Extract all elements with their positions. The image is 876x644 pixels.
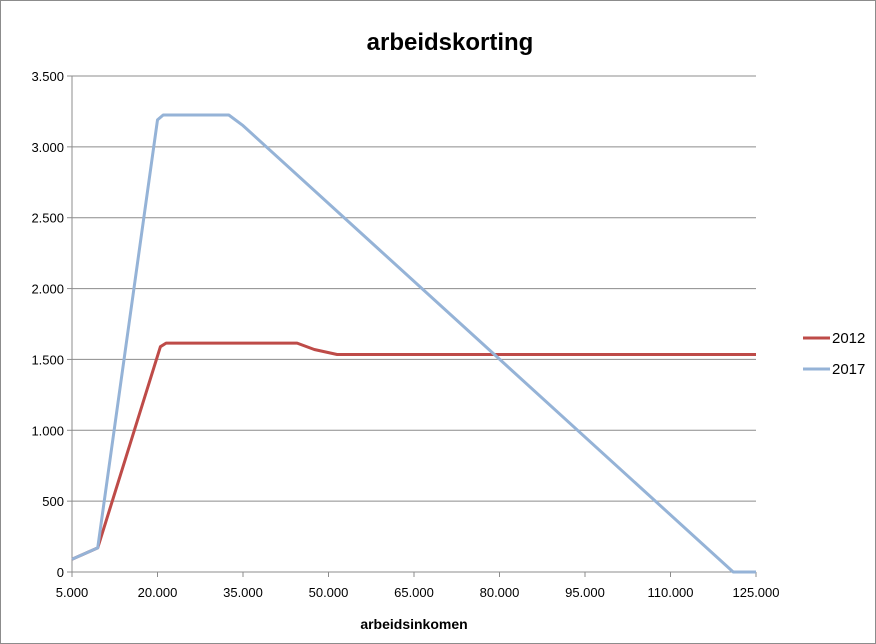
legend: 2012 2017 <box>803 330 865 378</box>
y-tick-label: 1.000 <box>31 423 64 438</box>
legend-label-2017: 2017 <box>832 361 865 378</box>
x-axis-label: arbeidsinkomen <box>360 616 467 632</box>
x-tick-label: 35.000 <box>223 585 263 600</box>
x-tick-label: 65.000 <box>394 585 434 600</box>
series-lines <box>71 113 756 574</box>
legend-label-2012: 2012 <box>832 330 865 347</box>
y-tick-label: 3.000 <box>31 140 64 155</box>
y-tick-label: 500 <box>42 494 64 509</box>
series-line-2017 <box>71 113 756 574</box>
x-tick-label: 80.000 <box>480 585 520 600</box>
x-tick-label: 125.000 <box>733 585 780 600</box>
y-tick-label: 2.500 <box>31 211 64 226</box>
x-tick-label: 20.000 <box>138 585 178 600</box>
x-tick-label: 5.000 <box>56 585 89 600</box>
y-tick-label: 3.500 <box>31 69 64 84</box>
y-tick-label: 1.500 <box>31 352 64 367</box>
y-tick-label: 2.000 <box>31 282 64 297</box>
y-axis-ticks: 0 500 1.000 1.500 2.000 2.500 3.000 3.500 <box>31 69 64 580</box>
x-tick-label: 50.000 <box>309 585 349 600</box>
x-axis-ticks: 5.000 20.000 35.000 50.000 65.000 80.000 95.00… <box>56 572 780 600</box>
x-tick-label: 95.000 <box>565 585 605 600</box>
y-tick-label: 0 <box>57 565 64 580</box>
series-line-2012 <box>71 341 756 561</box>
x-tick-label: 110.000 <box>647 585 693 600</box>
chart-title: arbeidskorting <box>367 29 534 56</box>
